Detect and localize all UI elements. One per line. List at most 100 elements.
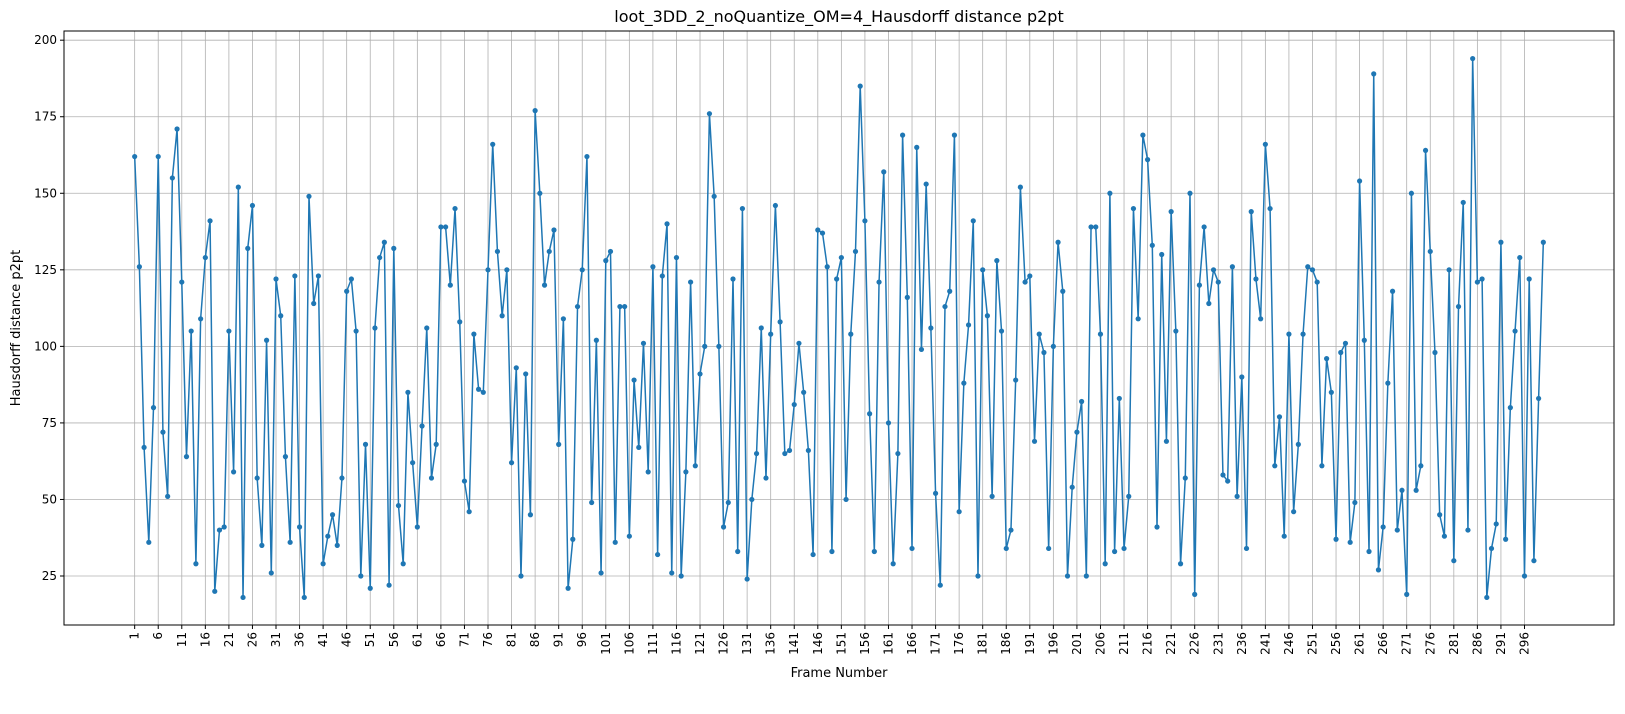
data-point	[1220, 472, 1226, 478]
data-point	[296, 524, 303, 530]
data-point	[461, 478, 468, 484]
data-point	[273, 276, 279, 282]
x-tick-label: 96	[575, 632, 589, 647]
x-tick-label: 211	[1117, 632, 1131, 655]
data-point	[834, 276, 840, 282]
data-point	[537, 190, 543, 196]
data-point	[141, 444, 147, 451]
data-point	[301, 594, 307, 601]
data-point	[1210, 267, 1217, 273]
data-point	[603, 258, 609, 264]
data-point	[216, 527, 223, 533]
data-point	[1149, 242, 1155, 248]
x-tick-label: 76	[481, 632, 495, 647]
data-point	[1404, 591, 1410, 597]
data-point	[890, 561, 896, 567]
data-point	[428, 475, 435, 481]
data-point	[438, 224, 444, 230]
data-point	[245, 245, 251, 251]
data-point	[532, 108, 538, 114]
data-point	[452, 205, 458, 212]
data-point	[362, 441, 369, 447]
x-tick-label: 31	[269, 632, 283, 647]
data-point	[1470, 55, 1476, 62]
data-point	[183, 454, 190, 460]
data-point	[791, 401, 797, 408]
data-point	[947, 288, 953, 294]
data-point	[838, 254, 844, 261]
data-series	[132, 55, 1546, 601]
data-point	[395, 502, 402, 509]
data-point	[1055, 239, 1061, 245]
data-point	[202, 254, 208, 261]
x-tick-label: 216	[1141, 632, 1155, 655]
data-point	[824, 264, 830, 270]
chart-title: loot_3DD_2_noQuantize_OM=4_Hausdorff dis…	[614, 7, 1063, 27]
data-point	[989, 493, 995, 499]
data-point	[278, 313, 284, 319]
data-point	[862, 218, 868, 224]
data-point	[311, 300, 317, 307]
x-tick-label: 236	[1235, 632, 1249, 655]
data-point	[801, 389, 807, 395]
data-point	[348, 276, 354, 282]
x-tick-label: 246	[1282, 632, 1296, 655]
data-point	[1380, 524, 1386, 530]
data-point	[433, 441, 439, 447]
x-tick-label: 146	[811, 632, 825, 655]
data-point	[523, 371, 529, 377]
x-tick-label: 286	[1470, 632, 1484, 655]
data-point	[1182, 475, 1188, 481]
x-tick-label: 86	[528, 632, 542, 647]
data-point	[1361, 337, 1367, 343]
data-point	[1347, 539, 1353, 545]
data-point	[768, 331, 774, 337]
x-axis: 1 6 11 16 21 26 31 36 41 46 51 56 61 66 71 76 81 86 91 96 10…	[128, 625, 1531, 655]
data-point	[146, 539, 152, 545]
data-point	[763, 475, 769, 481]
x-tick-label: 16	[198, 632, 212, 647]
data-point	[485, 267, 491, 273]
data-point	[508, 460, 515, 466]
data-point	[702, 343, 708, 349]
data-point	[466, 509, 472, 515]
x-tick-label: 36	[293, 632, 307, 647]
data-point	[546, 248, 552, 255]
x-tick-label: 6	[151, 632, 165, 640]
x-tick-label: 171	[929, 632, 943, 655]
data-point	[829, 548, 835, 555]
data-point	[1389, 288, 1396, 294]
data-point	[1385, 380, 1391, 386]
x-tick-label: 46	[340, 632, 354, 647]
data-point	[612, 539, 618, 545]
data-point	[499, 313, 505, 319]
data-point	[1177, 561, 1184, 567]
x-tick-label: 256	[1329, 632, 1343, 655]
data-point	[617, 303, 623, 310]
data-point	[1286, 331, 1292, 337]
data-point	[692, 463, 698, 469]
data-point	[876, 279, 882, 285]
data-point	[881, 169, 887, 175]
data-point	[673, 254, 680, 261]
data-point	[1394, 527, 1400, 533]
data-point	[1229, 264, 1235, 270]
data-point	[1441, 533, 1447, 539]
data-point	[259, 542, 265, 548]
x-tick-label: 161	[881, 632, 895, 655]
x-tick-label: 121	[693, 632, 707, 655]
data-point	[377, 254, 383, 261]
data-point	[527, 512, 534, 518]
x-tick-label: 266	[1376, 632, 1390, 655]
x-tick-label: 131	[740, 632, 754, 655]
data-point	[631, 377, 637, 383]
data-point	[315, 273, 322, 279]
data-point	[541, 282, 548, 288]
data-point	[339, 475, 345, 481]
x-tick-label: 26	[245, 632, 259, 647]
data-point	[447, 282, 453, 288]
y-tick-label: 100	[34, 339, 57, 353]
data-point	[188, 328, 194, 334]
data-point	[655, 551, 661, 558]
